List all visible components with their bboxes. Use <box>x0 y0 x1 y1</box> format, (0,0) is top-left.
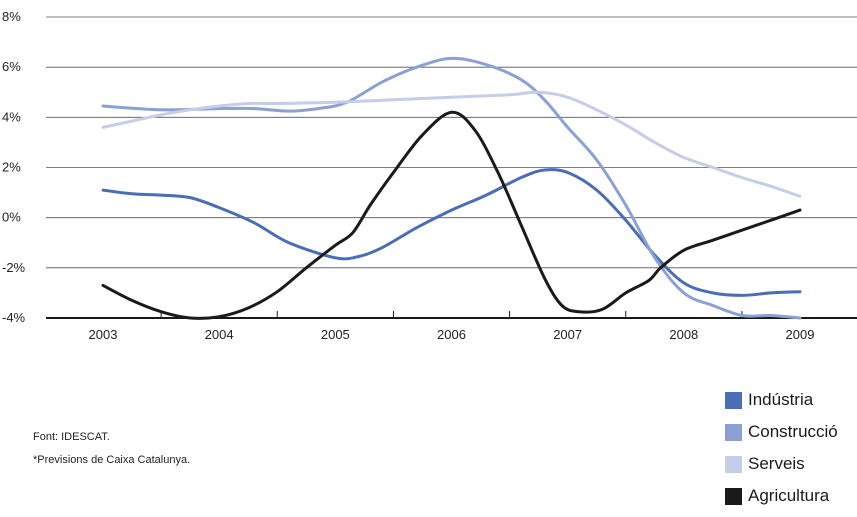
y-tick-label-0: 0% <box>2 210 21 225</box>
y-tick-label-2: -2% <box>2 260 26 275</box>
x-tick-label-2005: 2005 <box>321 327 350 342</box>
series-line-construccio <box>101 56 802 320</box>
y-tick-label-6: 6% <box>2 59 21 74</box>
legend: Indústria Construcció Serveis Agricultur… <box>725 389 857 517</box>
series-line-industria <box>101 168 802 297</box>
legend-swatch-industria <box>725 391 742 409</box>
legend-label-industria: Indústria <box>748 390 814 409</box>
y-tick-label-4: 4% <box>2 109 21 124</box>
x-axis-tick-labels: 2003 2004 2005 2006 2007 2008 2009 <box>89 327 815 342</box>
legend-item-construccio: Construcció <box>725 421 857 443</box>
source-note: Font: IDESCAT. <box>33 431 110 443</box>
legend-label-construccio: Construcció <box>748 422 838 441</box>
legend-swatch-construccio <box>725 423 742 441</box>
legend-label-agricultura: Agricultura <box>748 486 830 505</box>
x-tick-label-2007: 2007 <box>553 327 582 342</box>
legend-swatch-agricultura <box>725 487 742 505</box>
legend-item-agricultura: Agricultura <box>725 485 857 507</box>
x-tick-label-2003: 2003 <box>89 327 118 342</box>
x-tick-label-2008: 2008 <box>669 327 698 342</box>
forecast-footnote: *Previsions de Caixa Catalunya. <box>33 454 191 466</box>
series-line-agricultura <box>101 110 802 320</box>
y-tick-label-2: 2% <box>2 160 21 175</box>
x-tick-label-2009: 2009 <box>786 327 815 342</box>
y-tick-label-4: -4% <box>2 310 26 325</box>
legend-label-serveis: Serveis <box>748 454 805 473</box>
series-line-serveis <box>101 90 802 198</box>
grid-lines <box>46 16 857 269</box>
legend-swatch-serveis <box>725 455 742 473</box>
chart-notes: Font: IDESCAT. *Previsions de Caixa Cata… <box>33 426 190 472</box>
legend-item-serveis: Serveis <box>725 453 857 475</box>
y-tick-label-8: 8% <box>2 9 21 24</box>
series-lines <box>101 56 802 320</box>
y-axis-tick-labels: 8% 6% 4% 2% 0% -2% -4% <box>2 9 26 325</box>
x-tick-label-2004: 2004 <box>205 327 234 342</box>
legend-item-industria: Indústria <box>725 389 857 411</box>
x-tick-label-2006: 2006 <box>437 327 466 342</box>
